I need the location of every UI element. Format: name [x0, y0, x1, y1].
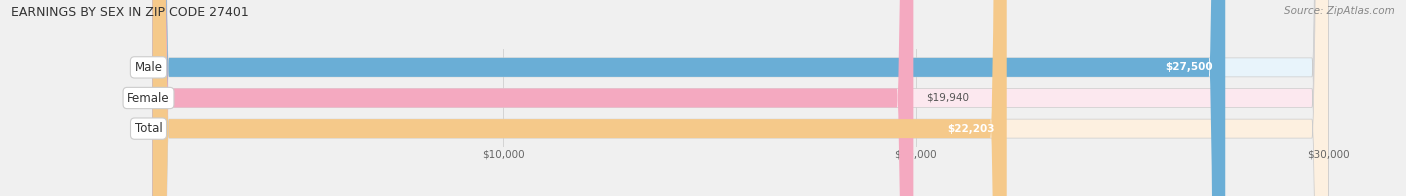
- FancyBboxPatch shape: [153, 0, 1329, 196]
- FancyBboxPatch shape: [153, 0, 1329, 196]
- Text: Source: ZipAtlas.com: Source: ZipAtlas.com: [1284, 6, 1395, 16]
- Text: $22,203: $22,203: [946, 124, 994, 134]
- FancyBboxPatch shape: [153, 0, 1329, 196]
- Text: $19,940: $19,940: [925, 93, 969, 103]
- Text: Female: Female: [127, 92, 170, 104]
- FancyBboxPatch shape: [153, 0, 1007, 196]
- FancyBboxPatch shape: [153, 0, 1225, 196]
- Text: EARNINGS BY SEX IN ZIP CODE 27401: EARNINGS BY SEX IN ZIP CODE 27401: [11, 6, 249, 19]
- Text: $27,500: $27,500: [1166, 62, 1213, 72]
- Text: Total: Total: [135, 122, 162, 135]
- Text: Male: Male: [135, 61, 163, 74]
- FancyBboxPatch shape: [153, 0, 914, 196]
